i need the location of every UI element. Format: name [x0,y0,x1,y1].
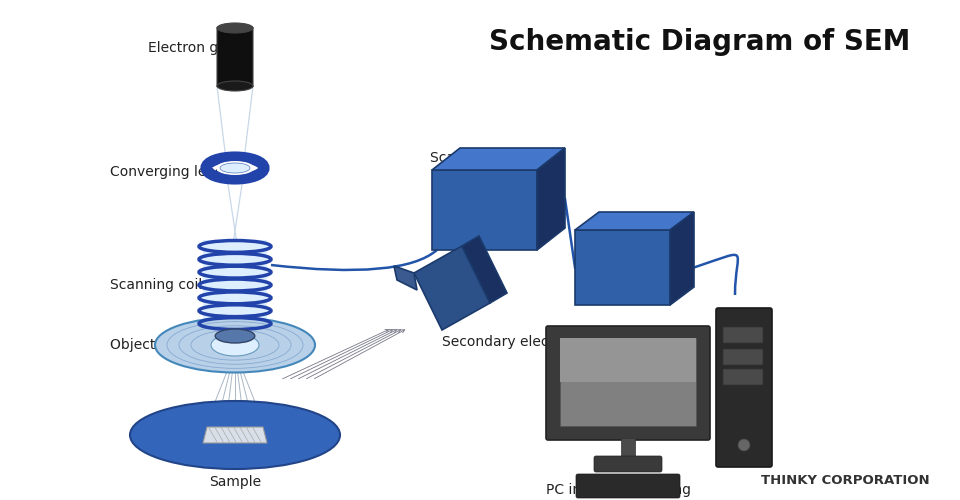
FancyBboxPatch shape [546,326,710,440]
FancyBboxPatch shape [576,474,680,498]
FancyBboxPatch shape [723,349,763,365]
Text: Secondary electron detector: Secondary electron detector [442,335,640,349]
Polygon shape [670,212,694,305]
FancyBboxPatch shape [560,338,696,382]
Ellipse shape [155,318,315,372]
FancyBboxPatch shape [594,456,662,472]
Ellipse shape [216,161,254,175]
Text: Electron gun: Electron gun [148,41,236,55]
Ellipse shape [215,329,254,343]
Ellipse shape [217,23,253,33]
Polygon shape [414,246,490,330]
Polygon shape [203,427,267,443]
FancyBboxPatch shape [432,170,537,250]
FancyBboxPatch shape [203,240,267,330]
Text: Objective lens: Objective lens [110,338,208,352]
Text: Scanning circuit: Scanning circuit [430,151,541,165]
Polygon shape [575,212,694,230]
FancyBboxPatch shape [217,27,253,87]
FancyBboxPatch shape [560,338,696,426]
FancyBboxPatch shape [723,327,763,343]
Text: PC image processing: PC image processing [545,483,690,497]
Polygon shape [432,148,565,170]
Polygon shape [462,236,507,303]
FancyBboxPatch shape [575,230,670,305]
Ellipse shape [130,401,340,469]
Text: Schematic Diagram of SEM: Schematic Diagram of SEM [490,28,911,56]
Polygon shape [537,148,565,250]
FancyBboxPatch shape [621,438,635,460]
Ellipse shape [738,439,750,451]
Ellipse shape [211,334,259,356]
Ellipse shape [220,163,250,173]
Ellipse shape [217,81,253,91]
Polygon shape [394,266,417,290]
FancyBboxPatch shape [716,308,772,467]
Text: Scanning coil: Scanning coil [110,278,203,292]
FancyBboxPatch shape [723,369,763,385]
Text: Converging lens: Converging lens [110,165,223,179]
Text: Sample: Sample [209,475,261,489]
Text: THINKY CORPORATION: THINKY CORPORATION [761,474,930,486]
